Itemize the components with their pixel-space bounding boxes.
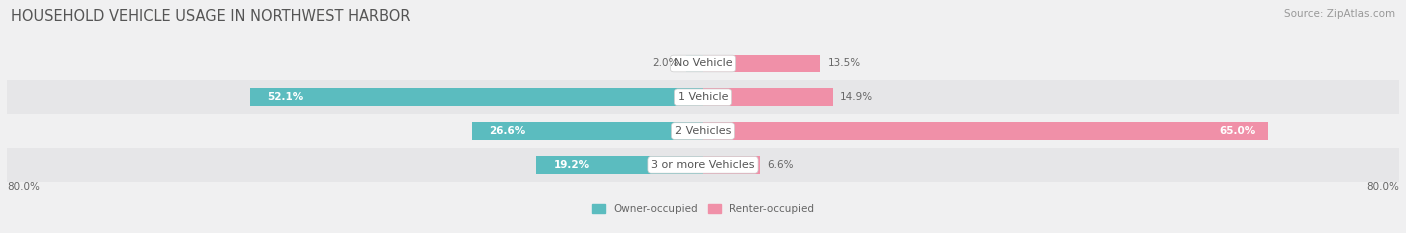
Text: Source: ZipAtlas.com: Source: ZipAtlas.com [1284,9,1395,19]
Text: No Vehicle: No Vehicle [673,58,733,69]
Bar [536,156,703,174]
Bar [250,89,703,106]
Text: 14.9%: 14.9% [839,92,873,102]
Text: 1 Vehicle: 1 Vehicle [678,92,728,102]
Text: 13.5%: 13.5% [827,58,860,69]
Text: 6.6%: 6.6% [768,160,794,170]
Text: 26.6%: 26.6% [489,126,526,136]
Text: 2.0%: 2.0% [652,58,679,69]
Bar [703,122,1268,140]
Text: 80.0%: 80.0% [7,182,39,192]
Text: 80.0%: 80.0% [1367,182,1399,192]
Bar [7,148,1399,182]
Bar [703,89,832,106]
Text: HOUSEHOLD VEHICLE USAGE IN NORTHWEST HARBOR: HOUSEHOLD VEHICLE USAGE IN NORTHWEST HAR… [11,9,411,24]
Text: 19.2%: 19.2% [554,160,589,170]
Bar [7,47,1399,80]
Bar [686,55,703,72]
Bar [471,122,703,140]
Text: 2 Vehicles: 2 Vehicles [675,126,731,136]
Bar [7,114,1399,148]
Bar [7,80,1399,114]
Bar [703,156,761,174]
Legend: Owner-occupied, Renter-occupied: Owner-occupied, Renter-occupied [592,204,814,214]
Bar [703,55,821,72]
Text: 3 or more Vehicles: 3 or more Vehicles [651,160,755,170]
Text: 65.0%: 65.0% [1219,126,1256,136]
Text: 52.1%: 52.1% [267,92,304,102]
